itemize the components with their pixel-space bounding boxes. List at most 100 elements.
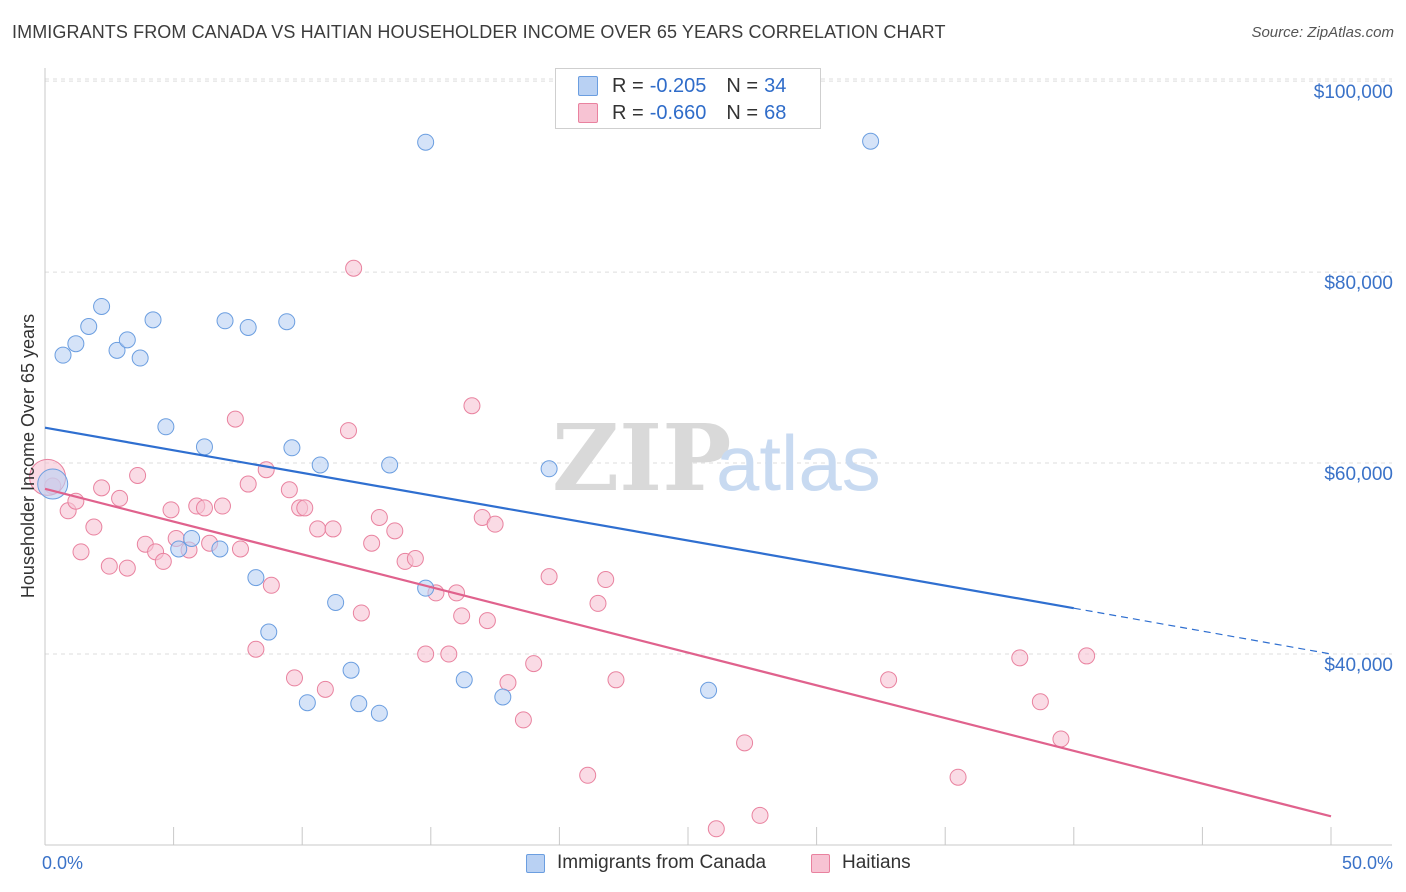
haitians-point (316, 680, 334, 698)
y-tick-label: $40,000 (1324, 655, 1393, 676)
haitians-point (231, 540, 249, 558)
haitians-point (72, 543, 90, 561)
canada-point (862, 132, 880, 150)
series-legend-haitians: Haitians (811, 852, 911, 874)
y-tick-label: $60,000 (1324, 464, 1393, 485)
haitians-point (707, 820, 725, 838)
haitians-point (1031, 693, 1049, 711)
haitians-point (880, 671, 898, 689)
legend-swatch-canada (578, 76, 598, 96)
y-tick-label: $100,000 (1314, 82, 1393, 103)
legend-r-label: R = (612, 74, 644, 97)
haitians-point (579, 766, 597, 784)
legend-row-haitians: R = -0.660 N = 68 (578, 101, 786, 125)
x-tick-label: 0.0% (42, 853, 83, 873)
haitians-point (486, 515, 504, 533)
canada-point (370, 704, 388, 722)
watermark-zip: ZIP (552, 404, 731, 512)
haitians-point (386, 522, 404, 540)
canada-point (700, 681, 718, 699)
haitians-point (352, 604, 370, 622)
haitians-point (195, 499, 213, 517)
chart-title: IMMIGRANTS FROM CANADA VS HAITIAN HOUSEH… (12, 22, 946, 42)
canada-point (157, 418, 175, 436)
canada-point (247, 569, 265, 587)
canada-point (211, 540, 229, 558)
canada-point (144, 311, 162, 329)
series-legend-canada: Immigrants from Canada (526, 852, 766, 874)
haitians-point (499, 674, 517, 692)
haitians-point (589, 594, 607, 612)
haitians-point (111, 489, 129, 507)
canada-point (93, 297, 111, 315)
source-label: Source: ZipAtlas.com (1251, 24, 1394, 41)
canada-point (311, 456, 329, 474)
canada-point (37, 468, 69, 500)
canada-point (170, 540, 188, 558)
haitians-trend-line (44, 487, 1332, 818)
haitians-point (85, 518, 103, 536)
grid-lines (45, 78, 1392, 655)
haitians-point (100, 557, 118, 575)
canada-point (239, 318, 257, 336)
haitians-point (514, 711, 532, 729)
haitians-point (239, 475, 257, 493)
haitians-point (226, 410, 244, 428)
legend-n-value: 34 (764, 74, 787, 97)
canada-point (350, 695, 368, 713)
canada-point (540, 460, 558, 478)
legend-n-value: 68 (764, 101, 787, 124)
axes (44, 68, 1392, 846)
canada-point (417, 133, 435, 151)
watermark-atlas: atlas (716, 419, 881, 507)
series-swatch-canada (526, 853, 545, 873)
canada-trend-line (44, 426, 1074, 610)
haitians-point (339, 422, 357, 440)
haitians-point (607, 671, 625, 689)
haitians-point (453, 607, 471, 625)
canada-point (108, 341, 126, 359)
canada-point (131, 349, 149, 367)
watermark: ZIP atlas (552, 404, 881, 512)
canada-point (118, 331, 136, 349)
series-label-haitians: Haitians (842, 852, 911, 873)
series-label-canada: Immigrants from Canada (557, 852, 767, 873)
canada-point (342, 661, 360, 679)
canada-point (283, 439, 301, 457)
legend-swatch-haitians (578, 103, 598, 123)
trend-lines (44, 426, 1332, 818)
haitians-point (440, 645, 458, 663)
canada-point (494, 688, 512, 706)
legend-n-label: N = (726, 101, 759, 124)
haitians-point (363, 534, 381, 552)
haitians-point (370, 508, 388, 526)
haitians-point (162, 501, 180, 519)
canada-point (183, 529, 201, 547)
haitians-point (257, 461, 275, 479)
haitians-point (280, 481, 298, 499)
y-axis-label: Householder Income Over 65 years (18, 314, 38, 598)
haitians-point (597, 571, 615, 589)
haitians-point (540, 568, 558, 586)
haitians-point (247, 640, 265, 658)
canada-point (54, 346, 72, 364)
x-tick-labels: 0.0% 50.0% (42, 853, 1393, 873)
canada-points (37, 132, 880, 722)
haitians-point (406, 550, 424, 568)
haitians-point (1078, 647, 1096, 665)
legend-n-label: N = (726, 74, 759, 97)
haitians-point (118, 559, 136, 577)
haitians-point (154, 552, 172, 570)
canada-point (260, 623, 278, 641)
canada-point (381, 456, 399, 474)
y-tick-labels: $40,000 $60,000 $80,000 $100,000 (1314, 82, 1393, 676)
legend-r-value: -0.205 (649, 74, 707, 97)
canada-trend-extension (1073, 607, 1332, 655)
canada-point (278, 313, 296, 331)
canada-point (216, 312, 234, 330)
haitians-point (417, 645, 435, 663)
haitians-point (463, 397, 481, 415)
haitians-point (736, 734, 754, 752)
haitians-point (478, 612, 496, 630)
